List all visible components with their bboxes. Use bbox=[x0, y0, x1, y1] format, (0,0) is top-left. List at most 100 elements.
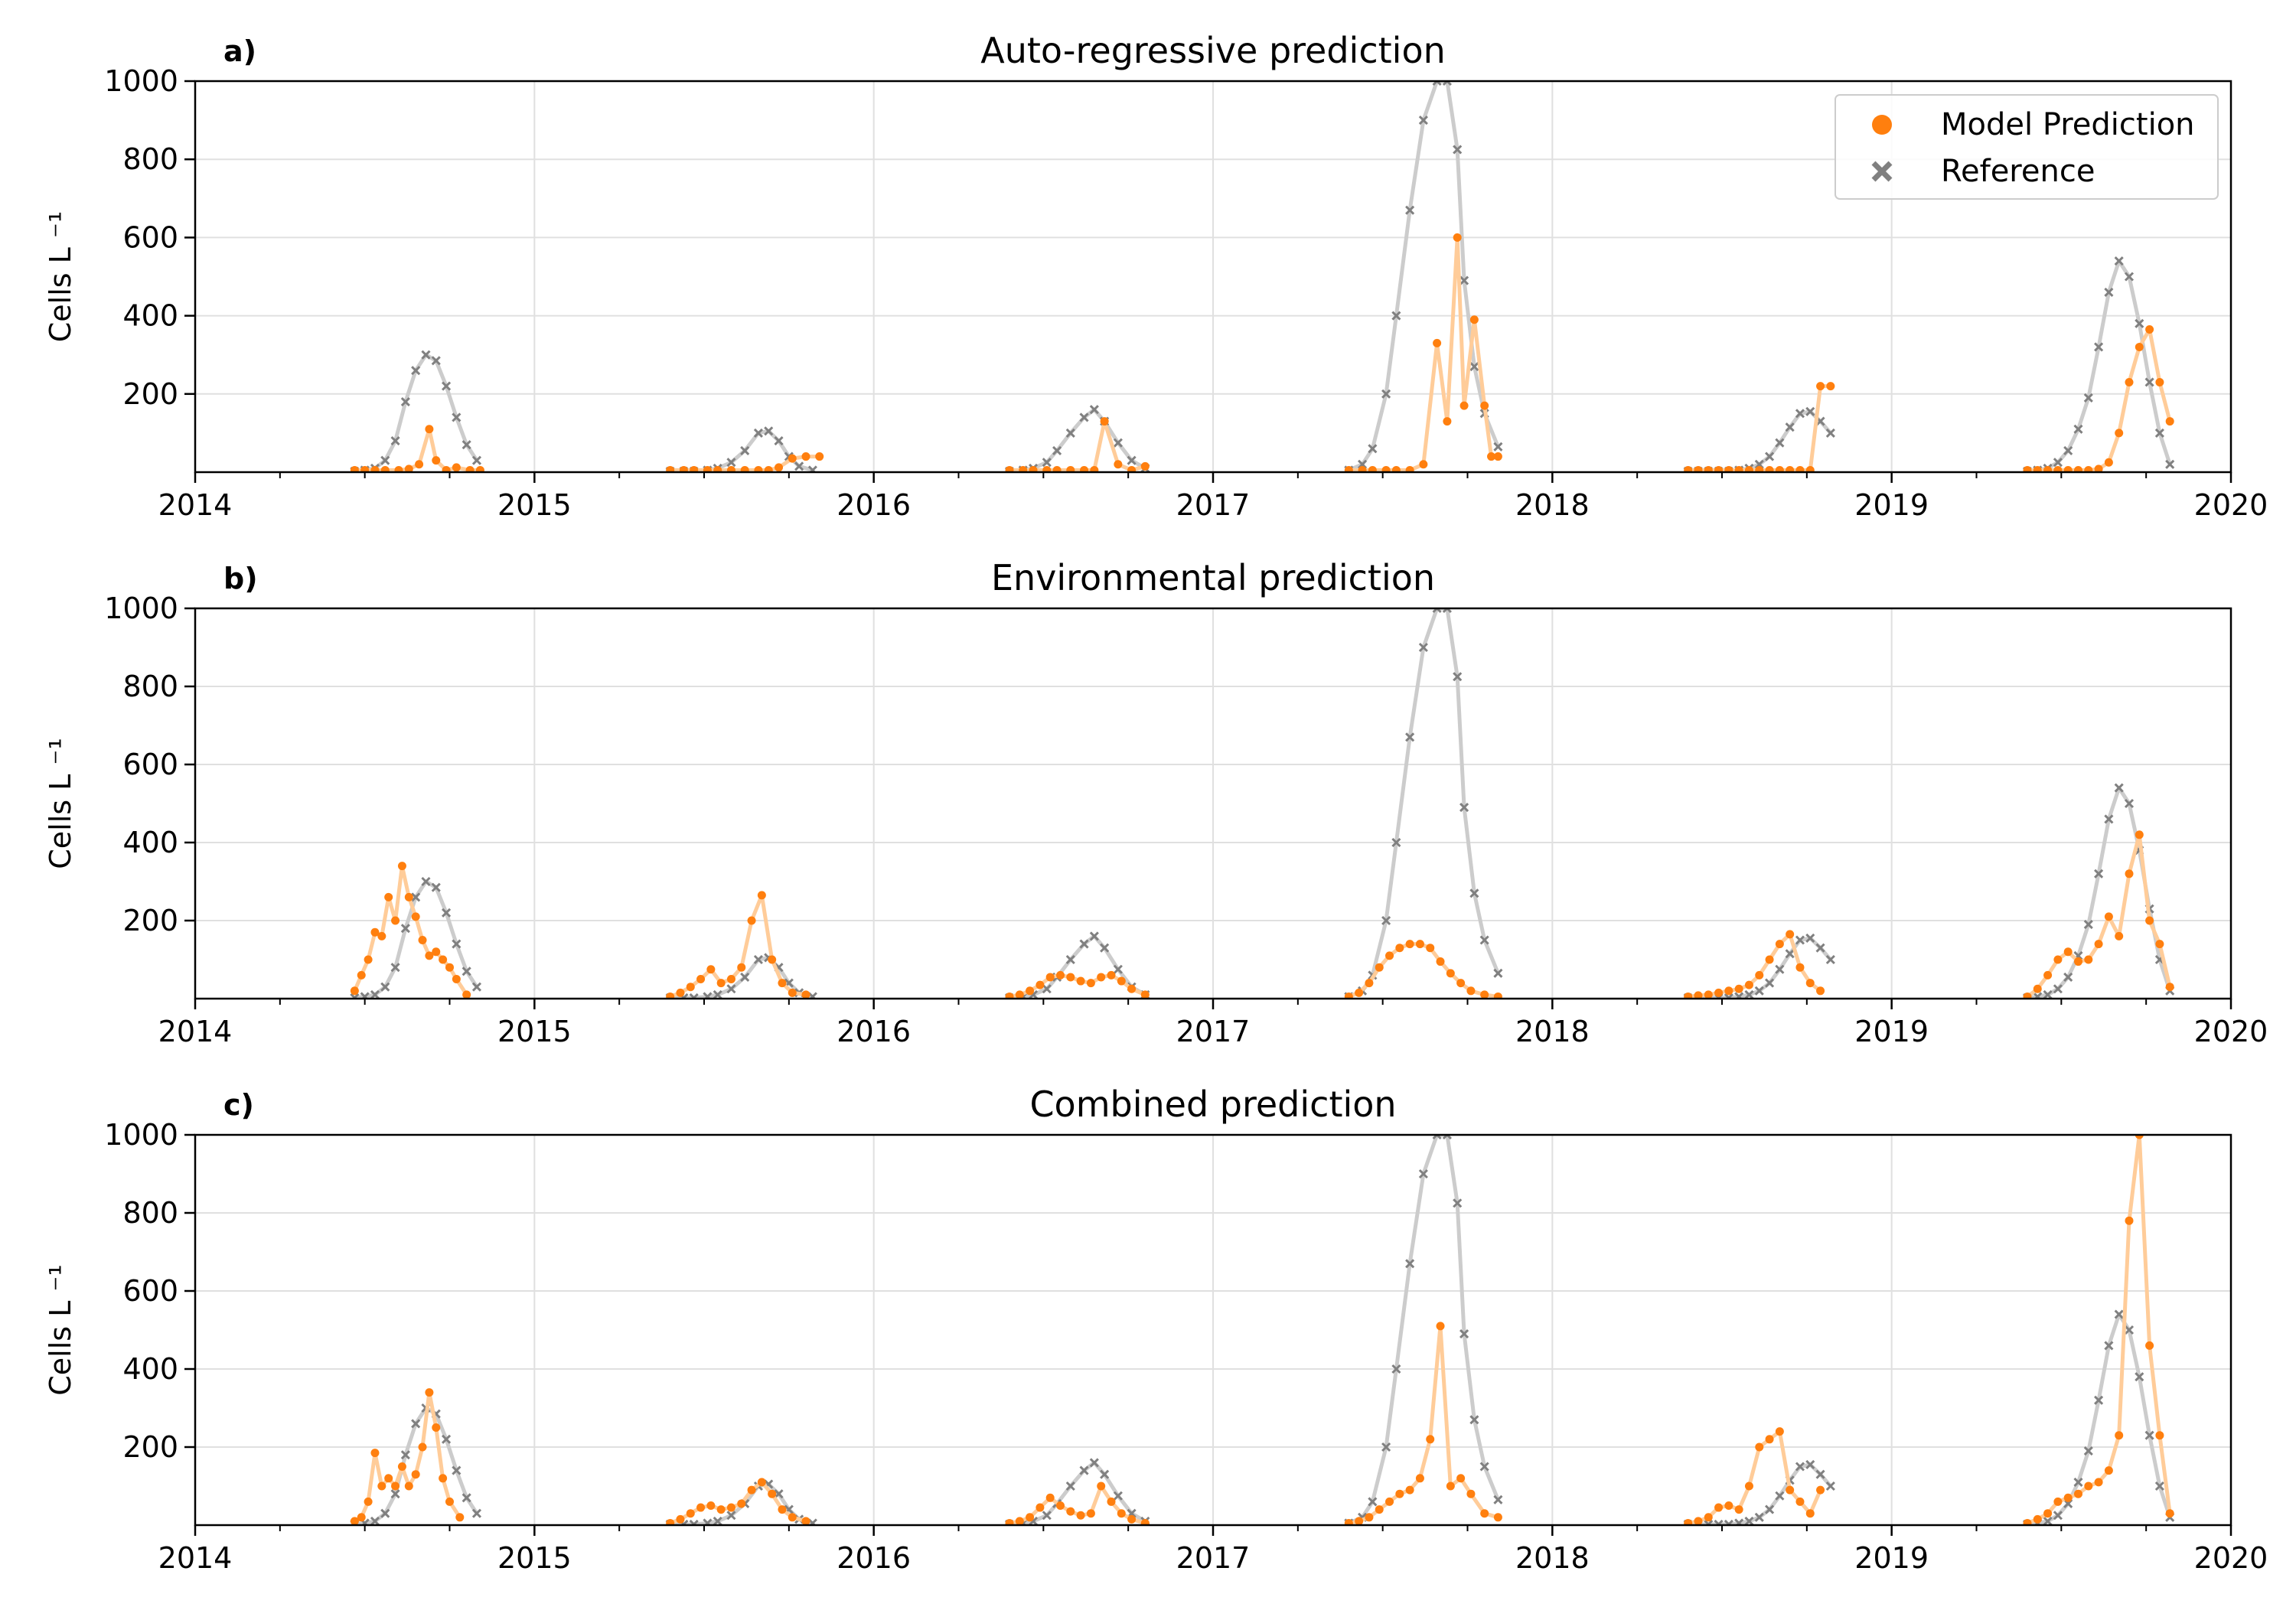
reference-point bbox=[2053, 458, 2063, 468]
prediction-point bbox=[1487, 452, 1496, 461]
prediction-point bbox=[740, 465, 749, 472]
reference-point bbox=[1479, 935, 1489, 945]
x-tick-label: 2015 bbox=[497, 488, 572, 522]
prediction-point bbox=[2104, 458, 2113, 467]
reference-point bbox=[1805, 1459, 1815, 1470]
reference-point bbox=[1368, 444, 1378, 454]
prediction-point bbox=[1107, 970, 1116, 980]
prediction-point bbox=[1744, 1482, 1753, 1491]
reference-point bbox=[807, 992, 817, 999]
reference-point bbox=[1381, 389, 1391, 399]
prediction-point bbox=[788, 988, 797, 997]
reference-point bbox=[1459, 803, 1469, 813]
prediction-point bbox=[425, 951, 434, 960]
prediction-point bbox=[1765, 1435, 1774, 1444]
x-tick-label: 2017 bbox=[1176, 1541, 1251, 1575]
reference-point bbox=[1744, 1516, 1754, 1525]
reference-point bbox=[1825, 1481, 1835, 1491]
prediction-point bbox=[1344, 465, 1353, 472]
prediction-point bbox=[1493, 452, 1502, 461]
prediction-point bbox=[2125, 869, 2134, 878]
prediction-line bbox=[1349, 235, 1499, 472]
x-tick-label: 2018 bbox=[1515, 1541, 1590, 1575]
y-tick-label: 400 bbox=[122, 299, 178, 333]
prediction-point bbox=[357, 1513, 366, 1522]
reference-point bbox=[1100, 1469, 1110, 1479]
prediction-point bbox=[1140, 1518, 1150, 1525]
y-tick-label: 1000 bbox=[104, 1118, 178, 1152]
reference-point bbox=[1391, 837, 1401, 848]
prediction-line bbox=[2027, 1135, 2172, 1525]
reference-point bbox=[2135, 318, 2144, 328]
prediction-point bbox=[1344, 992, 1353, 999]
prediction-point bbox=[1786, 930, 1795, 939]
reference-point bbox=[1775, 438, 1785, 448]
prediction-point bbox=[696, 1503, 706, 1512]
reference-line bbox=[1348, 81, 1500, 472]
prediction-point bbox=[1086, 979, 1095, 988]
reference-point bbox=[1469, 1415, 1479, 1425]
prediction-point bbox=[2023, 465, 2032, 472]
prediction-line bbox=[354, 1390, 461, 1524]
prediction-point bbox=[2084, 1482, 2093, 1491]
prediction-point bbox=[1694, 991, 1703, 999]
reference-line bbox=[670, 429, 814, 472]
prediction-point bbox=[1684, 465, 1693, 472]
prediction-point bbox=[1493, 992, 1502, 999]
prediction-point bbox=[370, 927, 380, 937]
prediction-point bbox=[768, 955, 777, 964]
y-tick-label: 400 bbox=[122, 826, 178, 859]
prediction-point bbox=[1816, 1485, 1825, 1495]
reference-point bbox=[1765, 1504, 1775, 1514]
prediction-point bbox=[690, 465, 699, 472]
prediction-point bbox=[1826, 382, 1835, 391]
reference-point bbox=[2043, 989, 2053, 999]
reference-point bbox=[2063, 972, 2073, 983]
prediction-point bbox=[391, 1482, 400, 1491]
prediction-point bbox=[1107, 1497, 1116, 1506]
prediction-point bbox=[1466, 986, 1476, 996]
prediction-point bbox=[1355, 1517, 1364, 1525]
reference-point bbox=[2104, 814, 2114, 824]
prediction-point bbox=[2125, 1216, 2134, 1225]
prediction-point bbox=[706, 1501, 716, 1510]
prediction-point bbox=[397, 1462, 406, 1471]
prediction-point bbox=[2094, 464, 2103, 472]
x-tick-label: 2015 bbox=[497, 1541, 572, 1575]
prediction-point bbox=[2155, 1431, 2164, 1440]
x-tick-label: 2019 bbox=[1854, 488, 1929, 522]
prediction-point bbox=[384, 892, 393, 901]
x-tick-label: 2018 bbox=[1515, 1015, 1590, 1048]
prediction-point bbox=[1456, 1474, 1466, 1483]
prediction-point bbox=[1395, 1489, 1404, 1498]
reference-point bbox=[2124, 272, 2135, 282]
reference-point bbox=[2104, 287, 2114, 298]
prediction-point bbox=[2165, 983, 2174, 992]
reference-point bbox=[2083, 1446, 2093, 1456]
reference-point bbox=[2114, 256, 2124, 266]
reference-point bbox=[2073, 424, 2083, 434]
y-tick-label: 600 bbox=[122, 220, 178, 254]
reference-point bbox=[1795, 1462, 1805, 1472]
reference-point bbox=[471, 455, 482, 465]
prediction-point bbox=[1704, 1513, 1713, 1522]
prediction-point bbox=[1005, 465, 1014, 472]
prediction-point bbox=[1026, 1513, 1035, 1522]
prediction-point bbox=[377, 931, 386, 940]
prediction-point bbox=[1704, 990, 1713, 999]
prediction-point bbox=[1453, 233, 1462, 242]
legend: Model Prediction Reference bbox=[1835, 94, 2219, 200]
prediction-point bbox=[1365, 979, 1374, 988]
prediction-point bbox=[666, 465, 675, 472]
prediction-point bbox=[815, 452, 824, 461]
prediction-point bbox=[2023, 1518, 2032, 1525]
prediction-point bbox=[1127, 1514, 1137, 1524]
reference-point bbox=[774, 436, 784, 446]
prediction-point bbox=[1097, 1482, 1106, 1491]
prediction-point bbox=[384, 1474, 393, 1483]
reference-point bbox=[1381, 1442, 1391, 1452]
reference-line bbox=[1688, 409, 1832, 472]
reference-point bbox=[1795, 935, 1805, 945]
prediction-point bbox=[801, 452, 810, 461]
